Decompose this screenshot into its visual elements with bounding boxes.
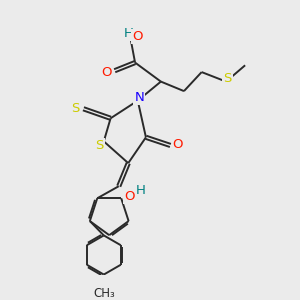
Text: O: O bbox=[173, 138, 183, 151]
Text: H: H bbox=[123, 27, 133, 40]
Text: O: O bbox=[101, 66, 112, 79]
Text: S: S bbox=[95, 139, 104, 152]
Text: H: H bbox=[136, 184, 146, 197]
Text: O: O bbox=[133, 30, 143, 43]
Text: CH₃: CH₃ bbox=[93, 287, 115, 300]
Text: N: N bbox=[134, 91, 144, 104]
Text: O: O bbox=[124, 190, 135, 203]
Text: S: S bbox=[72, 102, 80, 115]
Text: S: S bbox=[223, 72, 232, 85]
